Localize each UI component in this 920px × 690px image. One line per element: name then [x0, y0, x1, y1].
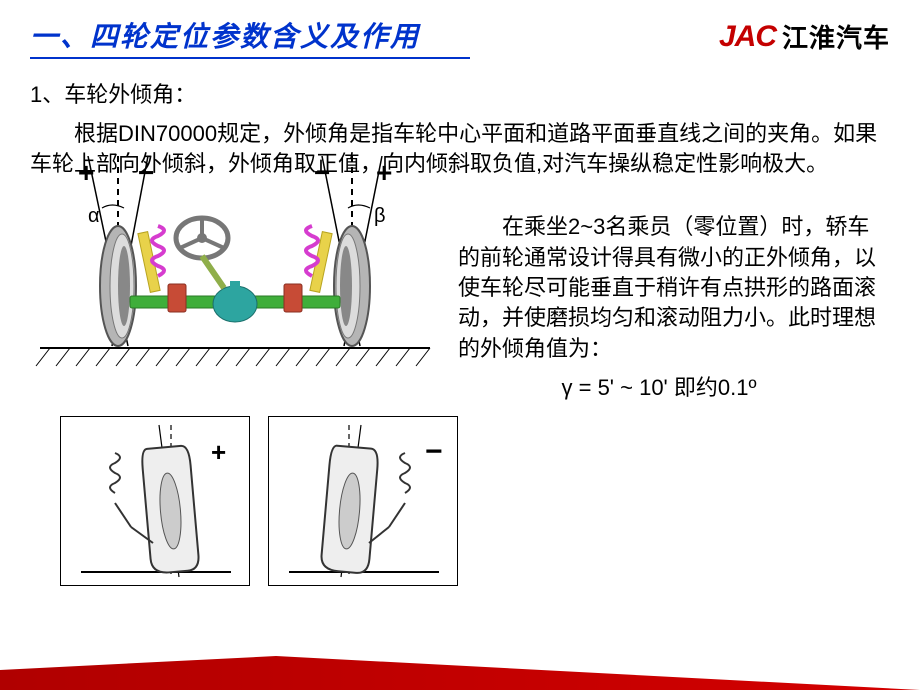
camber-svg: + − − + α β — [30, 156, 440, 386]
camber-negative-box: − — [268, 416, 458, 586]
steering-wheel-icon — [176, 218, 228, 288]
content-row: + − − + α β — [30, 184, 890, 402]
right-wheel-icon — [334, 226, 370, 346]
paragraph-2: 在乘坐2~3名乘员（零位置）时，轿车的前轮通常设计得具有微小的正外倾角，以使车轮… — [458, 212, 890, 364]
negative-sign: − — [425, 435, 443, 468]
sign-right-inner: − — [314, 157, 330, 188]
content-area: 1、车轮外倾角： 根据DIN70000规定，外倾角是指车轮中心平面和道路平面垂直… — [0, 59, 920, 586]
left-wheel-icon — [100, 226, 136, 346]
subheading: 1、车轮外倾角： — [30, 77, 890, 109]
logo-text-cn: 江淮汽车 — [782, 18, 890, 55]
camber-diagram-main: + − − + α β — [30, 156, 440, 386]
positive-sign: + — [211, 437, 226, 467]
logo-text-en: JAC — [719, 20, 776, 54]
side-text: 在乘坐2~3名乘员（零位置）时，轿车的前轮通常设计得具有微小的正外倾角，以使车轮… — [458, 184, 890, 402]
formula-text: γ = 5' ~ 10' 即约0.1º — [458, 370, 890, 402]
sign-right-outer: + — [376, 157, 392, 188]
brand-logo: JAC 江淮汽车 — [719, 18, 890, 55]
sign-left-outer: + — [78, 157, 94, 188]
camber-positive-box: + — [60, 416, 250, 586]
alpha-label: α — [88, 205, 100, 227]
bottom-diagrams: + − — [60, 416, 890, 586]
beta-label: β — [374, 205, 386, 227]
sign-left-inner: − — [138, 157, 154, 188]
footer-decoration — [0, 644, 920, 690]
page-title: 一、四轮定位参数含义及作用 — [30, 15, 420, 55]
header: 一、四轮定位参数含义及作用 JAC 江淮汽车 — [0, 0, 920, 55]
